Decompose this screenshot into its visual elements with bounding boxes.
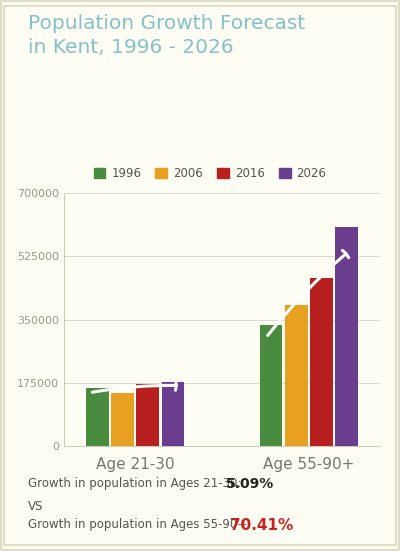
Bar: [111, 393, 134, 446]
Text: 70.41%: 70.41%: [230, 518, 293, 533]
Text: Growth in population in Ages 21-30:: Growth in population in Ages 21-30:: [28, 477, 245, 490]
Bar: [310, 278, 333, 446]
Bar: [136, 384, 159, 446]
Bar: [162, 382, 184, 446]
Bar: [336, 227, 358, 446]
Text: Population Growth Forecast
in Kent, 1996 - 2026: Population Growth Forecast in Kent, 1996…: [28, 14, 305, 57]
Bar: [285, 305, 308, 446]
Text: VS: VS: [28, 500, 43, 513]
Text: Growth in population in Ages 55-90+: Growth in population in Ages 55-90+: [28, 518, 251, 531]
Bar: [86, 388, 108, 446]
Legend: 1996, 2006, 2016, 2026: 1996, 2006, 2016, 2026: [89, 163, 331, 185]
Text: 5.09%: 5.09%: [226, 477, 274, 490]
Bar: [260, 325, 282, 446]
